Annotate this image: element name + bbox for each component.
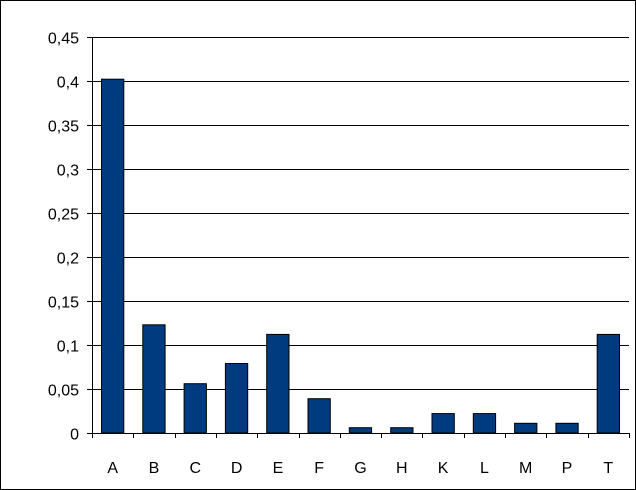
x-tick-label: L <box>480 460 489 477</box>
bar-e <box>266 333 290 434</box>
bar-h <box>390 427 414 434</box>
y-tick-label: 0,45 <box>48 31 79 48</box>
bar-g <box>348 427 373 434</box>
x-tick-label: D <box>231 460 243 477</box>
bars <box>101 78 621 434</box>
bar-p <box>555 422 579 434</box>
y-tick-label: 0 <box>70 427 79 444</box>
x-tick-label: B <box>149 460 160 477</box>
bar-t <box>596 333 621 434</box>
x-tick-label: C <box>190 460 202 477</box>
y-tick-label: 0,1 <box>57 339 79 356</box>
y-tick-label: 0,35 <box>48 119 79 136</box>
x-tick-label: E <box>273 460 284 477</box>
bar-l <box>472 413 497 434</box>
y-tick-label: 0,4 <box>57 75 79 92</box>
x-tick-label: T <box>603 460 613 477</box>
x-tick-label: M <box>519 460 532 477</box>
bar-f <box>307 398 331 434</box>
y-axis-tick-labels: 0 0,05 0,1 0,15 0,2 0,25 0,3 0,35 0,4 0,45 <box>48 31 79 444</box>
x-tick-label: A <box>107 460 118 477</box>
y-tick-label: 0,2 <box>57 251 79 268</box>
bar-d <box>224 363 249 434</box>
axes <box>87 37 630 438</box>
bar-b <box>142 324 166 434</box>
y-tick-label: 0,05 <box>48 383 79 400</box>
x-tick-label: G <box>354 460 366 477</box>
bar-m <box>514 422 538 434</box>
gridlines <box>92 37 629 390</box>
x-tick-label: P <box>562 460 573 477</box>
y-tick-label: 0,25 <box>48 207 79 224</box>
y-tick-label: 0,3 <box>57 163 79 180</box>
x-tick-label: K <box>438 460 449 477</box>
y-tick-label: 0,15 <box>48 295 79 312</box>
bar-c <box>183 383 207 434</box>
x-tick-label: F <box>314 460 324 477</box>
x-tick-label: H <box>396 460 408 477</box>
bar-a <box>101 78 125 434</box>
bar-k <box>431 413 455 434</box>
